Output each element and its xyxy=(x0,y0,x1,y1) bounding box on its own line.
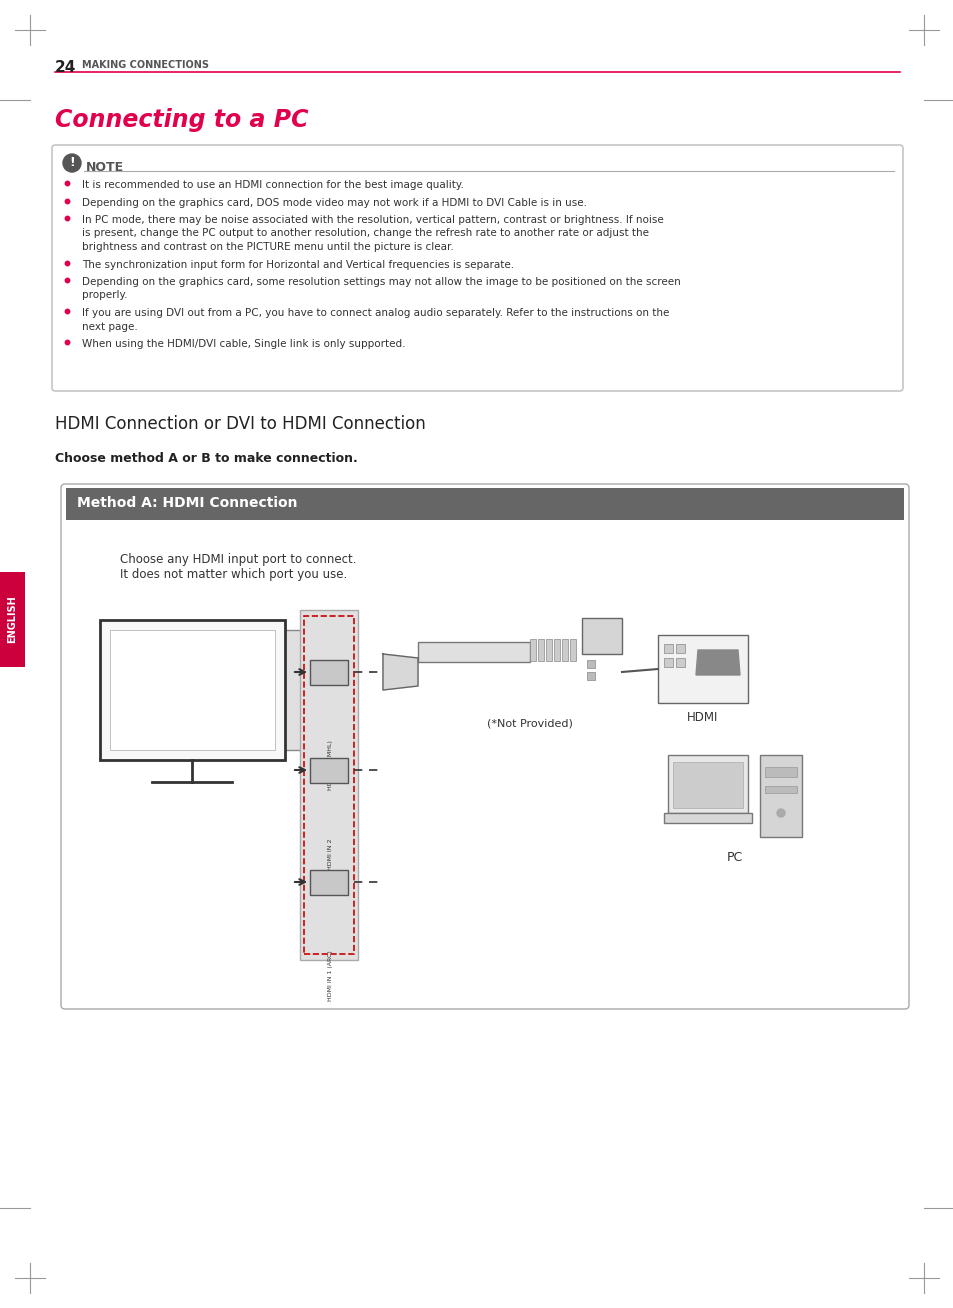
Bar xyxy=(276,630,322,749)
Text: In PC mode, there may be noise associated with the resolution, vertical pattern,: In PC mode, there may be noise associate… xyxy=(82,215,663,225)
Bar xyxy=(764,786,796,793)
Bar xyxy=(66,488,903,521)
FancyBboxPatch shape xyxy=(61,484,908,1008)
Text: Depending on the graphics card, DOS mode video may not work if a HDMI to DVI Cab: Depending on the graphics card, DOS mode… xyxy=(82,198,586,208)
Bar xyxy=(658,634,747,702)
Text: Method A: HDMI Connection: Method A: HDMI Connection xyxy=(77,496,297,510)
Text: Choose any HDMI input port to connect.: Choose any HDMI input port to connect. xyxy=(120,553,356,566)
Bar xyxy=(663,658,672,667)
Bar xyxy=(110,630,274,749)
Bar xyxy=(586,672,595,680)
Text: The synchronization input form for Horizontal and Vertical frequencies is separa: The synchronization input form for Horiz… xyxy=(82,259,514,269)
Bar xyxy=(581,617,621,654)
Text: HDMI Connection or DVI to HDMI Connection: HDMI Connection or DVI to HDMI Connectio… xyxy=(55,415,425,433)
Bar xyxy=(760,755,801,837)
Bar xyxy=(545,640,552,661)
Bar xyxy=(310,759,348,783)
Bar xyxy=(310,870,348,895)
Bar xyxy=(764,766,796,777)
Text: NOTE: NOTE xyxy=(86,161,124,174)
Text: properly.: properly. xyxy=(82,290,128,301)
Bar xyxy=(667,755,747,814)
Text: If you are using DVI out from a PC, you have to connect analog audio separately.: If you are using DVI out from a PC, you … xyxy=(82,307,669,318)
Text: is present, change the PC output to another resolution, change the refresh rate : is present, change the PC output to anot… xyxy=(82,229,648,238)
Text: brightness and contrast on the PICTURE menu until the picture is clear.: brightness and contrast on the PICTURE m… xyxy=(82,242,454,252)
Bar xyxy=(299,610,357,960)
Text: HDMI IN 2: HDMI IN 2 xyxy=(328,838,334,870)
Text: 24: 24 xyxy=(55,60,76,75)
Bar xyxy=(537,640,543,661)
Text: next page.: next page. xyxy=(82,322,137,331)
Text: ENGLISH: ENGLISH xyxy=(7,595,17,644)
Circle shape xyxy=(63,154,81,171)
Text: When using the HDMI/DVI cable, Single link is only supported.: When using the HDMI/DVI cable, Single li… xyxy=(82,339,405,349)
Text: PC: PC xyxy=(726,852,742,865)
Circle shape xyxy=(776,810,784,818)
Text: HDMI IN 1 (ARC): HDMI IN 1 (ARC) xyxy=(328,950,334,1001)
Bar xyxy=(554,640,559,661)
Bar xyxy=(586,661,595,668)
Bar xyxy=(417,642,530,662)
Bar xyxy=(310,661,348,685)
FancyBboxPatch shape xyxy=(52,145,902,391)
Polygon shape xyxy=(382,654,417,691)
Bar xyxy=(663,814,751,823)
Text: MAKING CONNECTIONS: MAKING CONNECTIONS xyxy=(82,60,209,71)
Text: HDMI IN 3(MHL): HDMI IN 3(MHL) xyxy=(328,740,334,790)
Bar xyxy=(0,572,25,667)
Text: Choose method A or B to make connection.: Choose method A or B to make connection. xyxy=(55,453,357,466)
Text: Connecting to a PC: Connecting to a PC xyxy=(55,109,308,132)
Bar xyxy=(304,616,354,954)
Bar xyxy=(672,763,742,808)
Text: !: ! xyxy=(69,157,74,170)
Bar xyxy=(676,644,684,653)
Text: (*Not Provided): (*Not Provided) xyxy=(487,718,573,729)
Bar xyxy=(100,620,285,760)
Text: Depending on the graphics card, some resolution settings may not allow the image: Depending on the graphics card, some res… xyxy=(82,277,680,286)
Text: HDMI: HDMI xyxy=(686,712,718,725)
Bar xyxy=(676,658,684,667)
Polygon shape xyxy=(696,650,740,675)
Bar xyxy=(530,640,536,661)
Text: It is recommended to use an HDMI connection for the best image quality.: It is recommended to use an HDMI connect… xyxy=(82,181,463,190)
Bar xyxy=(561,640,567,661)
Text: It does not matter which port you use.: It does not matter which port you use. xyxy=(120,568,347,581)
Bar xyxy=(569,640,576,661)
Bar xyxy=(663,644,672,653)
